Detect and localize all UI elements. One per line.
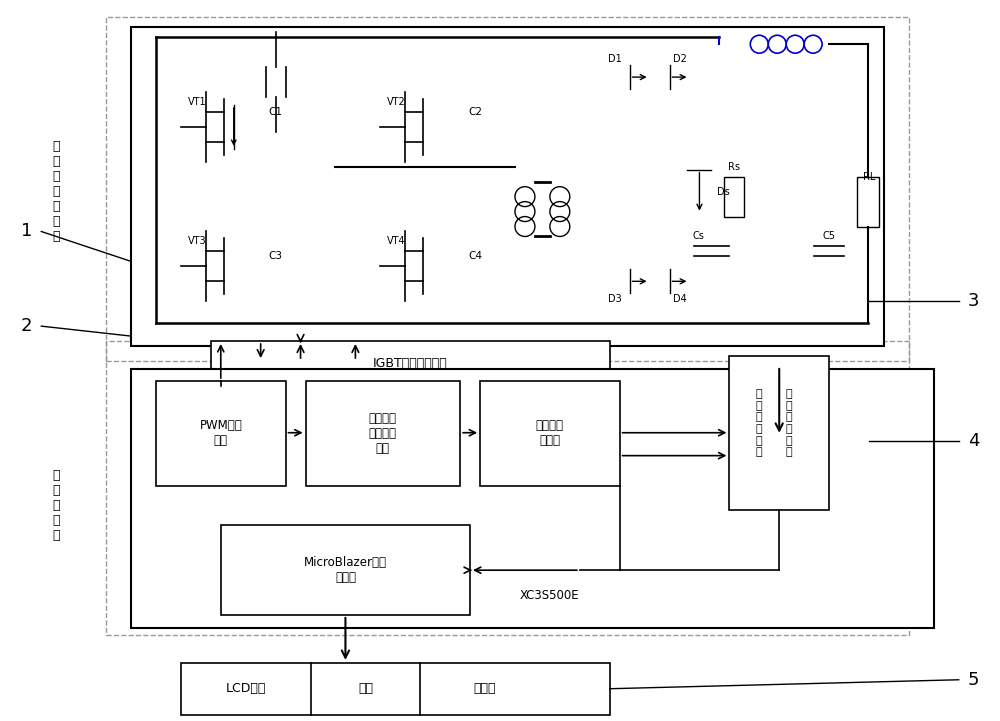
Text: C4: C4 <box>468 252 482 262</box>
Text: 功
率
部
分
主
电
路: 功 率 部 分 主 电 路 <box>52 140 60 243</box>
Text: 上位机: 上位机 <box>474 682 496 695</box>
Text: C3: C3 <box>269 252 283 262</box>
Text: D2: D2 <box>673 54 686 64</box>
Text: 控
制
器
部
分: 控 制 器 部 分 <box>52 469 60 542</box>
FancyBboxPatch shape <box>131 369 934 628</box>
FancyBboxPatch shape <box>156 381 286 485</box>
FancyBboxPatch shape <box>221 526 470 615</box>
Text: Cs: Cs <box>693 231 704 242</box>
Text: D4: D4 <box>673 294 686 304</box>
Text: Rs: Rs <box>728 162 740 172</box>
Text: 1: 1 <box>21 223 32 241</box>
FancyBboxPatch shape <box>729 356 829 510</box>
Text: C1: C1 <box>269 107 283 117</box>
Text: D1: D1 <box>608 54 622 64</box>
Text: Ds: Ds <box>717 187 730 197</box>
FancyBboxPatch shape <box>480 381 620 485</box>
Text: 采
集
转
换
电
路: 采 集 转 换 电 路 <box>756 389 763 457</box>
Text: 键盘: 键盘 <box>358 682 373 695</box>
Text: D3: D3 <box>608 294 622 304</box>
Text: 2: 2 <box>21 317 32 335</box>
Text: 3: 3 <box>968 292 979 310</box>
Text: MicroBlazer软核
处理器: MicroBlazer软核 处理器 <box>304 556 387 584</box>
Text: LCD显示: LCD显示 <box>226 682 266 695</box>
Text: 数字低通
滤波器: 数字低通 滤波器 <box>536 419 564 447</box>
Text: VT2: VT2 <box>387 97 406 107</box>
Text: 5: 5 <box>968 671 979 689</box>
FancyBboxPatch shape <box>724 177 744 216</box>
FancyBboxPatch shape <box>306 381 460 485</box>
FancyBboxPatch shape <box>211 341 610 386</box>
Text: C2: C2 <box>468 107 482 117</box>
FancyBboxPatch shape <box>857 177 879 226</box>
Text: IGBT隔离驱动电路: IGBT隔离驱动电路 <box>373 357 448 370</box>
Text: 自适应模
糊滑模控
制器: 自适应模 糊滑模控 制器 <box>369 412 397 455</box>
FancyBboxPatch shape <box>131 27 884 346</box>
Text: VT3: VT3 <box>188 236 206 247</box>
Text: VT1: VT1 <box>188 97 206 107</box>
FancyBboxPatch shape <box>181 663 610 715</box>
Text: XC3S500E: XC3S500E <box>520 588 580 601</box>
Text: 4: 4 <box>968 432 979 450</box>
Text: RL: RL <box>863 172 875 182</box>
Text: PWM产生
模块: PWM产生 模块 <box>199 419 242 447</box>
Text: C5: C5 <box>823 231 836 242</box>
Text: 模
拟
信
号
隔
离: 模 拟 信 号 隔 离 <box>786 389 793 457</box>
Text: VT4: VT4 <box>387 236 406 247</box>
